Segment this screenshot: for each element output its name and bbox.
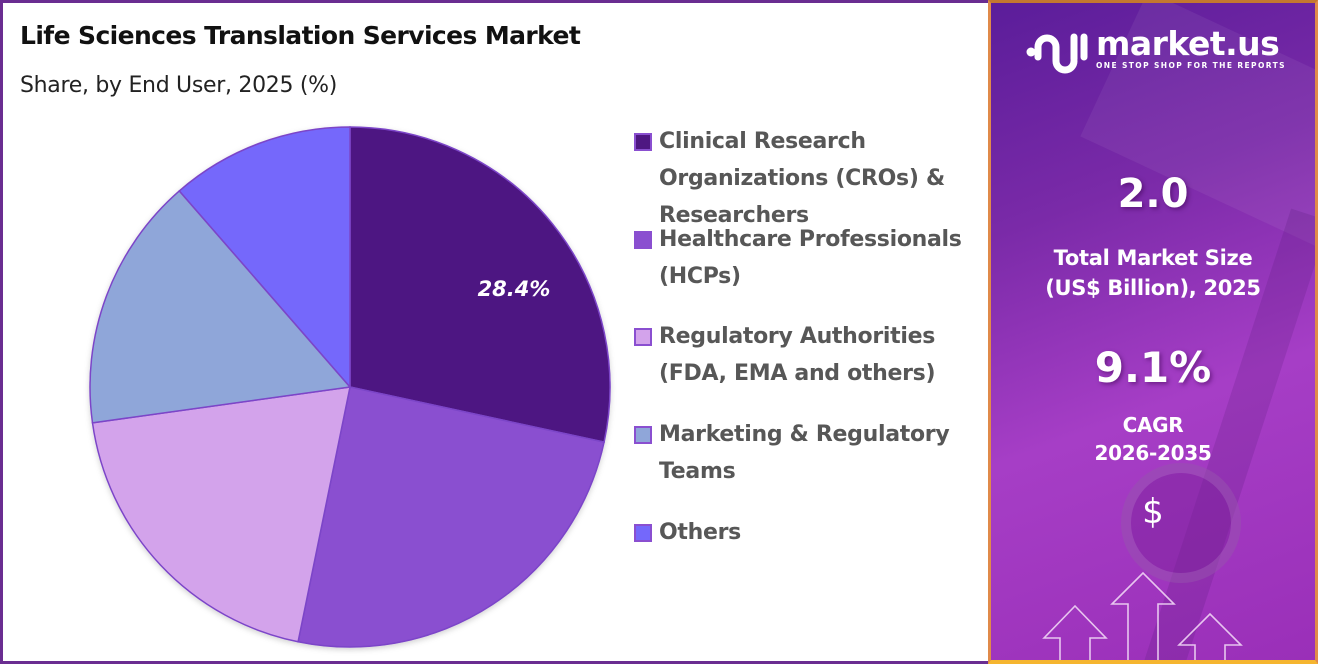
cagr-label-line2: 2026-2035 (1094, 441, 1212, 465)
pie-chart: 28.4% (83, 120, 623, 660)
cagr-value: 9.1% (1094, 343, 1212, 392)
legend-swatch-marketing-regulatory-teams (634, 426, 652, 444)
legend-item-others: Others (634, 514, 989, 551)
legend-swatch-hcps (634, 231, 652, 249)
pie-slice-regulatory-authorities (91, 386, 351, 643)
background-cup-decoration (1121, 463, 1241, 583)
brand-logo: market.us ONE STOP SHOP FOR THE REPORTS (1024, 27, 1286, 79)
market-size-label-line2: (US$ Billion), 2025 (1045, 276, 1261, 300)
cagr-label-line1: CAGR (1122, 413, 1184, 437)
pie-slice-marketing-regulatory-teams (89, 189, 352, 424)
growth-arrows-icon (1042, 571, 1243, 660)
legend-swatch-others (634, 524, 652, 542)
legend-item-hcps: Healthcare Professionals (HCPs) (634, 221, 979, 295)
market-size-label-line1: Total Market Size (1053, 246, 1253, 270)
chart-subtitle: Share, by End User, 2025 (%) (20, 73, 338, 98)
legend-item-cros: Clinical Research Organizations (CROs) &… (634, 123, 989, 234)
slice-label-cros: 28.4% (478, 277, 551, 301)
summary-panel: market.us ONE STOP SHOP FOR THE REPORTS … (988, 0, 1318, 664)
pie-chart-svg: 28.4% (89, 126, 611, 648)
market-size-value: 2.0 (1117, 171, 1189, 217)
brand-tagline: ONE STOP SHOP FOR THE REPORTS (1096, 61, 1286, 70)
pie-slice-hcps (297, 386, 605, 648)
legend-label-others: Others (659, 520, 741, 545)
market-us-logo-icon (1026, 33, 1088, 74)
chart-title: Life Sciences Translation Services Marke… (20, 21, 581, 50)
dollar-icon: $ (1142, 492, 1164, 532)
legend-swatch-cros (634, 133, 652, 151)
brand-name: market.us (1096, 24, 1280, 63)
legend-label-marketing-regulatory-teams: Marketing & Regulatory Teams (659, 422, 950, 484)
legend-item-regulatory-authorities: Regulatory Authorities (FDA, EMA and oth… (634, 318, 959, 392)
legend-swatch-regulatory-authorities (634, 328, 652, 346)
legend-label-hcps: Healthcare Professionals (HCPs) (659, 227, 962, 289)
legend-label-cros: Clinical Research Organizations (CROs) &… (659, 129, 945, 228)
legend-label-regulatory-authorities: Regulatory Authorities (FDA, EMA and oth… (659, 324, 936, 386)
pie-slice-others (178, 126, 351, 390)
legend-item-marketing-regulatory-teams: Marketing & Regulatory Teams (634, 416, 969, 490)
pie-slice-cros (349, 126, 611, 444)
chart-panel: Life Sciences Translation Services Marke… (0, 0, 988, 664)
